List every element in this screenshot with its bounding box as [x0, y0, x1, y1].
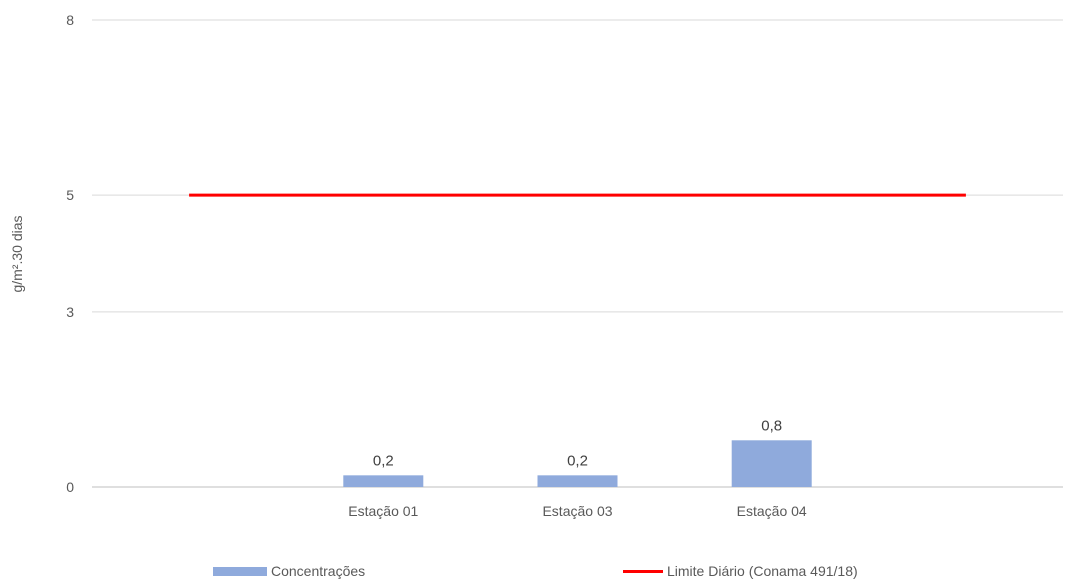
bar	[731, 440, 812, 487]
y-tick-labels: 0 3 5 8	[66, 12, 74, 495]
y-tick-label: 0	[66, 479, 74, 495]
y-tick-label: 3	[66, 304, 74, 320]
legend-item-limite: Limite Diário (Conama 491/18)	[623, 561, 858, 581]
legend-bar-swatch	[213, 566, 267, 576]
legend-label-concentracoes: Concentrações	[271, 563, 366, 579]
bar-data-label: 0,2	[373, 452, 394, 469]
x-tick-label: Estação 04	[737, 503, 807, 519]
bar-series	[343, 440, 812, 487]
gridlines	[92, 19, 1063, 488]
y-tick-label: 8	[66, 12, 74, 28]
x-tick-label: Estação 03	[542, 503, 612, 519]
x-tick-labels: Estação 01 Estação 03 Estação 04	[348, 503, 807, 519]
bar-data-label: 0,8	[761, 417, 782, 434]
bar	[343, 475, 424, 487]
bar-data-labels: 0,2 0,2 0,8	[373, 417, 782, 469]
bar-data-label: 0,2	[567, 452, 588, 469]
legend-label-limite: Limite Diário (Conama 491/18)	[667, 563, 858, 579]
y-tick-label: 5	[66, 187, 74, 203]
bar	[537, 475, 618, 487]
legend-item-concentracoes: Concentrações	[213, 561, 365, 581]
x-tick-label: Estação 01	[348, 503, 418, 519]
legend-line-swatch	[623, 569, 663, 573]
y-axis-label: g/m².30 dias	[9, 215, 25, 292]
